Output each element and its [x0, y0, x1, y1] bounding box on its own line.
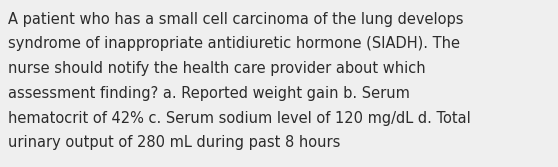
Text: urinary output of 280 mL during past 8 hours: urinary output of 280 mL during past 8 h…	[8, 135, 341, 150]
Text: assessment finding? a. Reported weight gain b. Serum: assessment finding? a. Reported weight g…	[8, 86, 410, 101]
Text: nurse should notify the health care provider about which: nurse should notify the health care prov…	[8, 61, 426, 76]
Text: A patient who has a small cell carcinoma of the lung develops: A patient who has a small cell carcinoma…	[8, 12, 464, 27]
Text: syndrome of inappropriate antidiuretic hormone (SIADH). The: syndrome of inappropriate antidiuretic h…	[8, 36, 460, 51]
Text: hematocrit of 42% c. Serum sodium level of 120 mg/dL d. Total: hematocrit of 42% c. Serum sodium level …	[8, 111, 471, 126]
